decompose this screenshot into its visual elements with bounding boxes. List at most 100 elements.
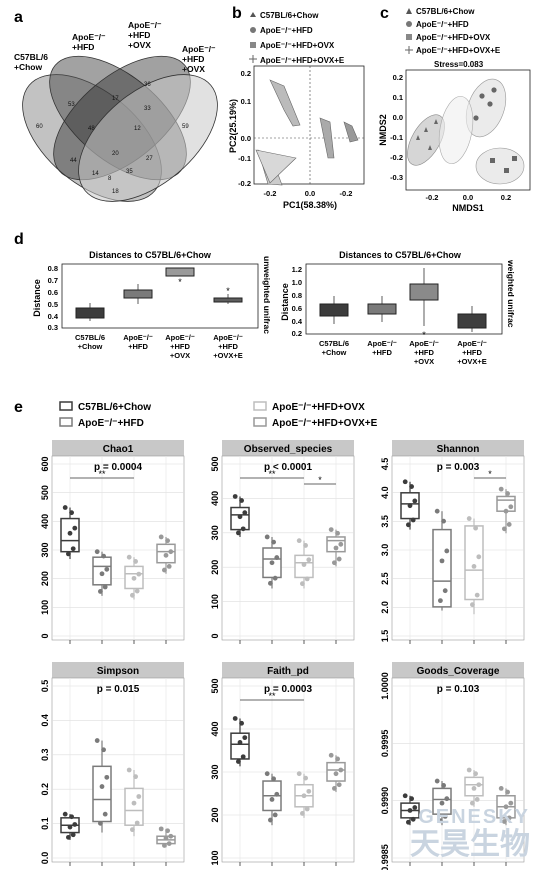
sig-star: ** xyxy=(268,469,276,479)
data-point xyxy=(333,771,339,777)
y-axis-label: PC2(25.19%) xyxy=(228,99,238,153)
data-point xyxy=(335,756,340,762)
venn-count: 44 xyxy=(70,158,77,164)
data-point xyxy=(470,800,475,806)
data-point xyxy=(409,484,414,489)
venn-label-4: ApoE⁻/⁻ +HFD +OVX xyxy=(182,44,216,74)
data-point xyxy=(328,527,334,532)
point xyxy=(479,93,485,99)
data-point xyxy=(466,767,472,773)
data-point xyxy=(336,782,342,788)
point xyxy=(487,101,493,107)
point xyxy=(512,156,517,161)
data-point xyxy=(412,498,418,504)
y-tick: 400 xyxy=(210,721,220,736)
data-point xyxy=(406,819,411,825)
y-axis-label: Distance xyxy=(280,283,290,321)
point xyxy=(504,168,509,173)
x-tick: -0.2 xyxy=(426,193,439,202)
legend-item: ApoE⁻/⁻+HFD+OVX xyxy=(260,41,335,50)
data-point xyxy=(268,580,273,586)
data-point xyxy=(434,508,440,514)
data-point xyxy=(62,505,68,510)
plot-frame xyxy=(405,69,531,191)
y-tick: 100 xyxy=(210,594,220,609)
data-point xyxy=(158,534,164,540)
y-tick: 0 xyxy=(40,633,50,638)
y-tick: 0.5 xyxy=(40,680,50,693)
data-point xyxy=(409,796,414,802)
facet-title: Goods_Coverage xyxy=(417,666,500,677)
data-point xyxy=(306,788,312,794)
venn-count: 60 xyxy=(36,124,43,130)
data-point xyxy=(328,752,334,758)
venn-set-4 xyxy=(78,74,218,202)
data-point xyxy=(502,819,507,824)
plot-area xyxy=(391,677,525,863)
data-point xyxy=(304,576,310,582)
square-icon xyxy=(250,42,256,48)
data-point xyxy=(268,817,273,823)
facet-strip xyxy=(392,662,524,678)
data-point xyxy=(66,551,71,557)
y-tick: 600 xyxy=(40,456,50,471)
box-hfd xyxy=(367,303,397,315)
panel-label-e: e xyxy=(14,399,23,416)
legend-item: ApoE⁻/⁻+HFD xyxy=(416,20,469,29)
data-point xyxy=(506,815,512,821)
data-point xyxy=(134,820,140,826)
data-point xyxy=(133,559,139,564)
box xyxy=(124,787,144,826)
p-value: p = 0.103 xyxy=(437,684,480,695)
data-point xyxy=(70,832,76,838)
panel-label-c: c xyxy=(380,5,389,22)
x-tick: -0.2 xyxy=(340,189,353,198)
y-tick: 0.3 xyxy=(40,749,50,762)
data-point xyxy=(476,554,482,560)
y-tick: 0.6 xyxy=(292,304,302,313)
plot-frame xyxy=(61,263,259,329)
data-point xyxy=(476,782,482,788)
data-point xyxy=(272,812,278,818)
y-tick: 200 xyxy=(40,571,50,586)
legend-item: C57BL/6+Chow xyxy=(260,11,319,20)
y-tick: 0.4 xyxy=(40,714,50,727)
triangle-icon xyxy=(250,12,256,17)
facet-title: Observed_species xyxy=(244,444,333,455)
data-point xyxy=(236,759,241,764)
y-tick: -0.1 xyxy=(238,154,251,163)
legend-item: ApoE⁻/⁻+HFD xyxy=(78,418,144,429)
data-point xyxy=(301,562,307,567)
data-point xyxy=(269,797,275,802)
hull-ovx xyxy=(319,117,335,159)
data-point xyxy=(442,588,448,594)
data-point xyxy=(72,525,78,531)
x-tick: ApoE⁻/⁻ +HFD +OVX+E xyxy=(213,333,243,360)
y-axis-label: Distance xyxy=(32,279,42,317)
ellipse-chow xyxy=(407,114,445,166)
facet-shannon: Shannon 4.5 4.0 3.5 3.0 2.5 2.0 1.5 p = 0.003 * xyxy=(380,440,525,644)
data-point xyxy=(407,503,413,509)
y-tick: 500 xyxy=(40,485,50,500)
y-tick: 0.9985 xyxy=(380,844,390,870)
facet-strip xyxy=(392,440,524,456)
ellipse-ovxe xyxy=(438,96,474,164)
p-value: p = 0.003 xyxy=(437,462,480,473)
sig-star: * xyxy=(318,475,322,485)
y-tick: 2.5 xyxy=(380,572,390,585)
data-point xyxy=(303,543,308,548)
data-point xyxy=(163,835,169,841)
y-tick: 400 xyxy=(40,514,50,529)
data-point xyxy=(301,793,307,799)
p-value: p = 0.015 xyxy=(97,684,140,695)
venn-diagram: a C57BL/6 +Chow ApoE⁻/⁻ +HFD ApoE⁻/⁻ +HFD +O… xyxy=(14,9,218,202)
data-point xyxy=(136,571,142,577)
y-tick: -0.1 xyxy=(390,133,403,142)
y-tick: 0.0 xyxy=(393,113,403,122)
venn-count: 53 xyxy=(68,102,75,108)
y-tick: 0.6 xyxy=(48,288,58,297)
point xyxy=(428,145,432,150)
data-point xyxy=(503,508,509,514)
data-point xyxy=(102,811,108,817)
y-tick: 0.8 xyxy=(292,291,302,300)
